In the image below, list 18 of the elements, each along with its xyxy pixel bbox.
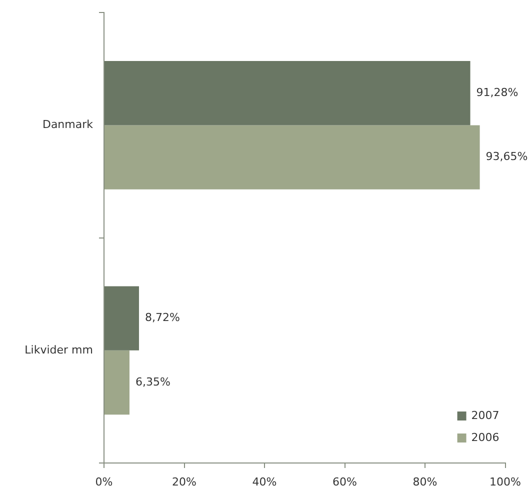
x-tick-label: 60% (332, 475, 357, 488)
x-tick-label: 40% (252, 475, 277, 488)
bar (104, 350, 130, 415)
legend-label: 2006 (471, 430, 500, 444)
y-tick-label: Danmark (42, 118, 94, 132)
x-tick-label: 100% (490, 475, 522, 488)
bar (104, 286, 139, 350)
bar (104, 61, 470, 126)
bar (104, 125, 480, 190)
data-label: 91,28% (476, 86, 518, 99)
data-label: 6,35% (135, 375, 170, 388)
x-tick-label: 0% (95, 475, 113, 488)
data-label: 8,72% (144, 311, 180, 324)
y-tick-label: Likvider mm (24, 343, 93, 356)
legend-label: 2007 (471, 408, 500, 422)
x-tick-label: 80% (412, 475, 438, 488)
data-label: 93,65% (486, 150, 528, 164)
x-tick-label: 20% (172, 475, 196, 488)
